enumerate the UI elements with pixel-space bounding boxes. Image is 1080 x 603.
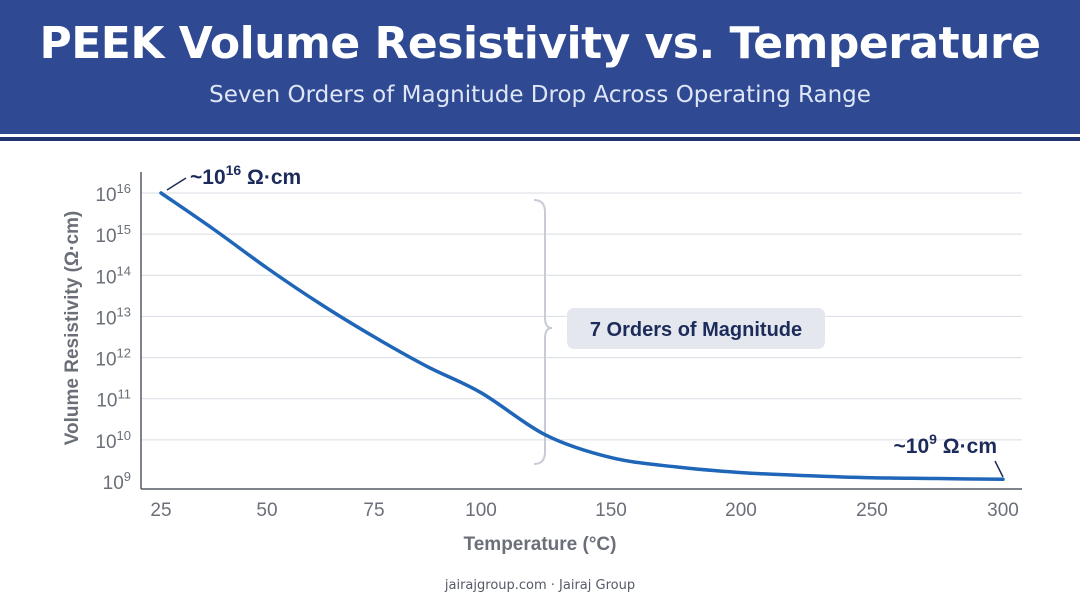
y-tick-exponent: 11 bbox=[118, 387, 132, 402]
x-tick-label: 300 bbox=[987, 500, 1019, 521]
series-layer bbox=[159, 191, 1005, 482]
annotation-prefix: ~10 bbox=[190, 166, 226, 189]
y-tick-exponent: 12 bbox=[117, 346, 131, 361]
y-tick-exponent: 13 bbox=[117, 304, 131, 319]
curly-bracket bbox=[533, 199, 553, 465]
y-tick-exponent: 15 bbox=[117, 222, 131, 237]
end-value-annotation: ~109 Ω·cm bbox=[894, 431, 997, 458]
y-tick-exponent: 14 bbox=[117, 263, 131, 278]
callout-label: 7 Orders of Magnitude bbox=[590, 319, 802, 341]
resistivity-series-line bbox=[159, 191, 1005, 482]
y-tick-exponent: 10 bbox=[117, 428, 131, 443]
x-tick-label: 250 bbox=[856, 500, 888, 521]
title-banner bbox=[0, 0, 1080, 134]
magnitude-bracket bbox=[533, 199, 553, 465]
y-tick-label: 1014 bbox=[95, 263, 131, 288]
y-tick-exponent: 9 bbox=[124, 469, 131, 484]
annotation-unit: Ω·cm bbox=[241, 166, 301, 189]
page-subtitle: Seven Orders of Magnitude Drop Across Op… bbox=[209, 82, 871, 108]
annotation-exponent: 16 bbox=[226, 162, 242, 178]
y-tick-base: 10 bbox=[95, 350, 116, 371]
annotations-layer: ~1016 Ω·cm~109 Ω·cm bbox=[166, 162, 1004, 478]
y-tick-label: 1012 bbox=[95, 346, 131, 371]
y-tick-base: 10 bbox=[96, 391, 117, 412]
x-tick-label: 200 bbox=[725, 500, 757, 521]
y-tick-base: 10 bbox=[95, 267, 116, 288]
x-tick-label: 50 bbox=[256, 500, 277, 521]
y-tick-base: 10 bbox=[95, 432, 116, 453]
banner-divider bbox=[0, 137, 1080, 141]
end-leader-line bbox=[994, 460, 1004, 478]
y-tick-label: 1016 bbox=[95, 181, 131, 206]
x-tick-label: 25 bbox=[150, 500, 171, 521]
y-tick-label: 1013 bbox=[95, 304, 131, 329]
x-axis-title: Temperature (°C) bbox=[464, 534, 617, 555]
y-tick-label: 109 bbox=[103, 469, 131, 494]
y-axis-title: Volume Resistivity (Ω·cm) bbox=[62, 211, 83, 446]
start-value-annotation: ~1016 Ω·cm bbox=[190, 162, 301, 189]
y-tick-label: 1015 bbox=[95, 222, 131, 247]
x-tick-label: 100 bbox=[465, 500, 497, 521]
x-tick-label: 150 bbox=[595, 500, 627, 521]
callout-box bbox=[567, 308, 825, 349]
annotation-prefix: ~10 bbox=[894, 435, 930, 458]
annotation-exponent: 9 bbox=[929, 431, 937, 447]
y-tick-base: 10 bbox=[103, 473, 124, 494]
x-tick-label: 75 bbox=[363, 500, 384, 521]
page-title: PEEK Volume Resistivity vs. Temperature bbox=[39, 18, 1041, 69]
y-tick-label: 1010 bbox=[95, 428, 131, 453]
y-tick-base: 10 bbox=[95, 185, 116, 206]
y-tick-base: 10 bbox=[95, 308, 116, 329]
y-tick-base: 10 bbox=[95, 226, 116, 247]
y-tick-exponent: 16 bbox=[117, 181, 131, 196]
footer-credit: jairajgroup.com · Jairaj Group bbox=[444, 578, 636, 593]
y-tick-label: 1011 bbox=[96, 387, 131, 412]
x-axis-ticks: 25 50 75 100 150 200 250 300 bbox=[150, 500, 1018, 521]
start-leader-line bbox=[166, 177, 187, 191]
annotation-unit: Ω·cm bbox=[937, 435, 997, 458]
chart-axes bbox=[140, 172, 1022, 490]
magnitude-callout: 7 Orders of Magnitude bbox=[567, 308, 825, 349]
